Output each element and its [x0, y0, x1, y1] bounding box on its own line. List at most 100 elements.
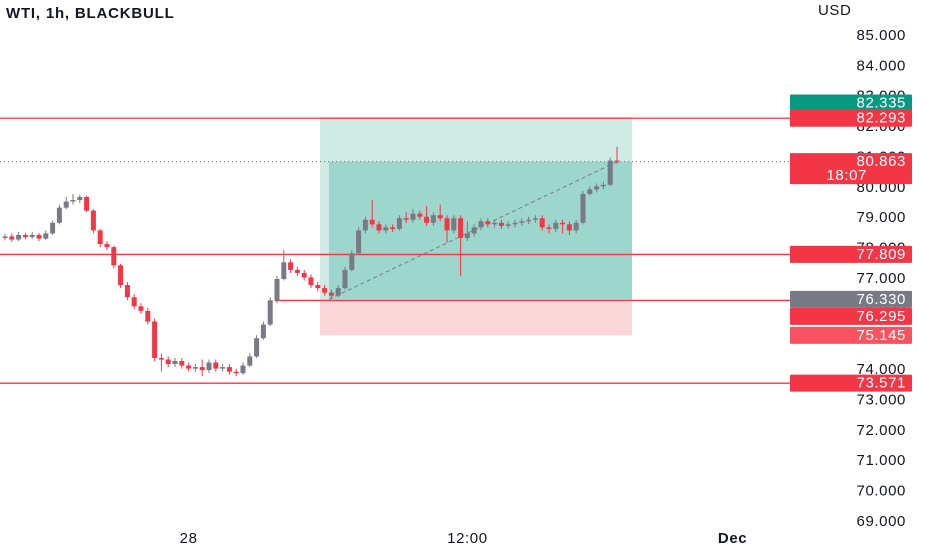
- candle-body: [97, 230, 103, 245]
- candle-body: [240, 365, 246, 374]
- candle-body: [29, 234, 35, 238]
- x-tick-label: 12:00: [447, 530, 488, 547]
- candle-body: [2, 236, 8, 238]
- open-profit-zone: [329, 161, 632, 300]
- candle-body: [213, 362, 219, 369]
- candle-body: [50, 222, 56, 234]
- chart-title: WTI, 1h, BLACKBULL: [6, 5, 175, 22]
- price-label: 75.145: [857, 327, 906, 344]
- candle-body: [260, 324, 266, 339]
- candle-body: [308, 277, 314, 286]
- price-label-box: [790, 94, 912, 112]
- candle-body: [152, 321, 158, 358]
- price-label: 82.293: [857, 110, 906, 127]
- candle-body: [410, 213, 416, 220]
- candle-body: [369, 219, 375, 225]
- candle-body: [186, 365, 192, 369]
- candle-body: [199, 367, 205, 371]
- y-tick-label: 79.000: [857, 209, 906, 226]
- candle-body: [614, 160, 620, 162]
- price-label: 76.330: [857, 291, 906, 308]
- y-tick-label: 70.000: [857, 483, 906, 500]
- candle-body: [63, 201, 69, 208]
- candle-body: [70, 200, 76, 202]
- candle-body: [437, 215, 443, 219]
- price-label: 80.863: [857, 153, 906, 170]
- position-path: [328, 161, 618, 300]
- candle-body: [315, 285, 321, 289]
- candle-body: [77, 196, 83, 201]
- price-label: 77.809: [857, 246, 906, 263]
- candle-body: [104, 244, 110, 248]
- candle-body: [424, 216, 430, 223]
- candle-body: [145, 310, 151, 322]
- candle-body: [124, 285, 130, 298]
- candle-body: [172, 361, 178, 365]
- price-label-box: [790, 290, 912, 308]
- price-label-box: [790, 245, 912, 263]
- candle-body: [206, 362, 212, 371]
- candle-body: [444, 218, 450, 231]
- candle-body: [9, 236, 15, 240]
- candle-body: [485, 221, 491, 225]
- x-tick-label: Dec: [718, 530, 747, 547]
- price-label: 82.335: [857, 94, 906, 111]
- candle-body: [396, 218, 402, 229]
- candle-body: [84, 196, 90, 211]
- candle-body: [226, 367, 232, 372]
- candle-body: [430, 215, 436, 223]
- candle-body: [607, 160, 613, 185]
- candle-body: [492, 222, 498, 225]
- candle-body: [111, 247, 117, 266]
- x-tick-label: 28: [180, 530, 198, 547]
- candle-body: [56, 207, 62, 223]
- candle-body: [322, 288, 328, 293]
- candle-body: [505, 224, 511, 226]
- price-label-box: [790, 307, 912, 325]
- candle-body: [383, 227, 389, 231]
- candle-body: [131, 297, 137, 307]
- candle-body: [192, 367, 198, 369]
- candle-body: [36, 234, 42, 239]
- price-label: 73.571: [857, 375, 906, 392]
- candle-body: [328, 292, 334, 296]
- candle-body: [471, 227, 477, 234]
- candle-body: [247, 356, 253, 366]
- candle-body: [553, 222, 559, 229]
- y-tick-label: 69.000: [857, 513, 906, 530]
- countdown-label: 18:07: [826, 167, 867, 184]
- candle-body: [498, 222, 504, 226]
- candle-body: [600, 184, 606, 187]
- candle-body: [233, 371, 239, 374]
- candle-body: [356, 230, 362, 254]
- candle-body: [573, 222, 579, 231]
- candle-body: [254, 338, 260, 357]
- candle-body: [138, 306, 144, 311]
- candle-body: [539, 218, 545, 228]
- candle-body: [566, 224, 572, 231]
- candle-body: [90, 210, 96, 231]
- y-tick-label: 74.000: [857, 361, 906, 378]
- candle-body: [43, 233, 49, 239]
- candle-body: [478, 221, 484, 228]
- plot-area: [0, 116, 790, 384]
- candle-body: [165, 359, 171, 365]
- candle-body: [532, 218, 538, 220]
- candle-body: [158, 357, 164, 360]
- candle-body: [464, 233, 470, 238]
- y-tick-label: 84.000: [857, 57, 906, 74]
- candle-body: [560, 222, 566, 225]
- candle-body: [546, 227, 552, 229]
- candle-body: [179, 361, 185, 366]
- y-tick-label: 77.000: [857, 270, 906, 287]
- candle-body: [526, 219, 532, 222]
- candle-body: [587, 189, 593, 194]
- candle-body: [267, 300, 273, 325]
- y-tick-label: 73.000: [857, 391, 906, 408]
- loss-zone: [320, 299, 632, 336]
- candle-body: [390, 227, 396, 229]
- candle-body: [294, 269, 300, 273]
- candle-body: [417, 213, 423, 217]
- candle-body: [288, 262, 294, 270]
